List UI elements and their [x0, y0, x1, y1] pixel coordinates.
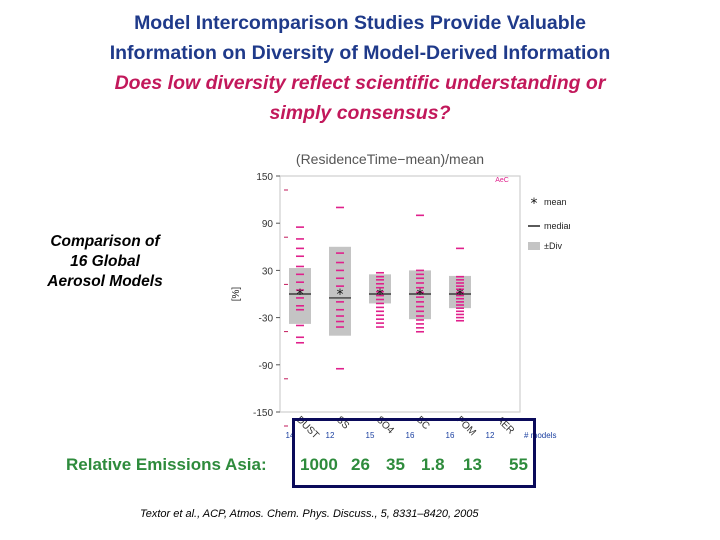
y-tick-label: 150 [256, 172, 273, 183]
mean-marker: * [337, 287, 344, 303]
legend-median-label: median [544, 221, 570, 231]
box-dust [289, 268, 311, 324]
side-label-line-1: Comparison of [50, 233, 160, 250]
slide-title: Model Intercomparison Studies Provide Va… [0, 8, 720, 128]
rel-value-pom: 13 [463, 455, 482, 474]
highlight-box [292, 418, 536, 488]
title-line-1: Model Intercomparison Studies Provide Va… [134, 12, 586, 34]
model-count: 14 [286, 431, 295, 440]
box-so4 [369, 274, 391, 304]
y-tick-label: -90 [259, 361, 274, 372]
y-tick-label: 90 [262, 219, 274, 230]
y-tick-label: -150 [253, 408, 273, 419]
y-tick-label: 30 [262, 266, 274, 277]
side-label-line-3: Aerosol Models [47, 273, 163, 290]
model-count: 15 [366, 431, 375, 440]
model-count: 12 [486, 431, 495, 440]
mean-marker: * [417, 287, 424, 303]
y-axis-label: [%] [231, 287, 242, 302]
legend-mean-label: mean [544, 197, 567, 207]
question-line-1: Does low diversity reflect scientific un… [114, 72, 606, 94]
side-label-line-2: 16 Global [70, 253, 140, 270]
residence-time-boxplot: (ResidenceTime−mean)/mean AeC [%] 150 90 30 -3… [231, 151, 570, 441]
relative-emissions-label: Relative Emissions Asia: [66, 455, 267, 474]
box-bc [409, 270, 431, 320]
title-line-2: Information on Diversity of Model-Derive… [109, 42, 611, 64]
plot-frame [279, 175, 521, 413]
chart-title: (ResidenceTime−mean)/mean [296, 151, 484, 167]
mean-marker: * [457, 287, 464, 303]
mean-marker: * [377, 287, 384, 303]
legend-div-symbol [528, 242, 540, 250]
model-count-suffix: # models [524, 431, 556, 440]
rel-value-so4: 35 [386, 455, 405, 474]
model-count: 16 [446, 431, 455, 440]
legend-div-label: ±Div [544, 241, 562, 251]
mean-marker: * [297, 287, 304, 303]
rel-value-bc: 1.8 [421, 455, 445, 474]
model-count: 12 [326, 431, 335, 440]
rel-value-dust: 1000 [300, 455, 338, 474]
y-tick-label: -30 [259, 314, 274, 325]
side-label: Comparison of 16 Global Aerosol Models [30, 232, 180, 292]
rel-value-ss: 26 [351, 455, 370, 474]
legend-mean-symbol: * [531, 196, 538, 212]
question-line-2: simply consensus? [269, 102, 451, 124]
model-count: 16 [406, 431, 415, 440]
citation: Textor et al., ACP, Atmos. Chem. Phys. D… [140, 508, 479, 520]
corner-label: AeC [495, 177, 509, 184]
box-ss [329, 246, 351, 336]
rel-value-aer: 55 [509, 455, 528, 474]
